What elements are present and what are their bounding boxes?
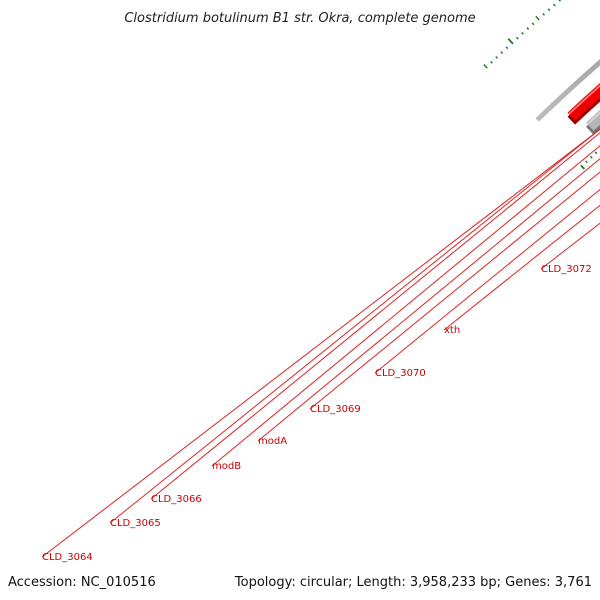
leader-line [374,188,600,374]
leader-line [41,128,600,558]
gene-label: CLD_3069 [310,404,361,415]
gene-label: modA [258,436,287,447]
minor-tick [521,31,524,35]
gene-bar-highlight [586,111,600,125]
cds-arrow-highlight [568,84,600,115]
major-tick [507,38,514,45]
minor-tick [542,12,546,16]
tick-ruler: 1640 kbp1641 kbp1642 kbp1643 kbp1644 kbp… [483,0,600,170]
minor-tick [490,60,493,64]
accession-text: Accession: NC_010516 [8,575,156,590]
cds-arrow [567,83,600,125]
minor-tick [483,64,488,69]
inner-tick [580,164,586,170]
gene-label: modB [212,461,241,472]
inner-tick [589,155,593,159]
leader-line [211,145,600,467]
minor-tick [552,3,556,7]
inner-tick [594,151,598,155]
minor-tick [558,0,561,2]
leader-line [150,132,600,500]
minor-tick [531,22,535,26]
genome-summary-text: Topology: circular; Length: 3,958,233 bp… [234,575,592,590]
minor-tick [505,46,509,50]
minor-tick [500,51,504,54]
gene-label: CLD_3066 [151,494,202,505]
gene-label: CLD_3072 [541,264,592,275]
gene-label: CLD_3070 [375,368,426,379]
gene-bar [586,109,600,135]
minor-tick [535,15,540,21]
minor-tick [547,8,551,12]
inner-tick [585,160,588,164]
minor-tick [515,36,519,40]
gene-label: CLD_3064 [42,552,93,563]
leader-line [109,128,600,524]
cds-track [567,83,600,125]
leader-line [309,171,600,410]
leader-line [257,158,600,442]
leader-line [443,204,600,331]
map-title: Clostridium botulinum B1 str. Okra, comp… [124,11,475,26]
gene-track [586,109,600,135]
gene-label: CLD_3065 [110,518,161,529]
gene-label: xth [444,325,460,336]
minor-tick [495,56,499,59]
minor-tick [526,27,530,30]
